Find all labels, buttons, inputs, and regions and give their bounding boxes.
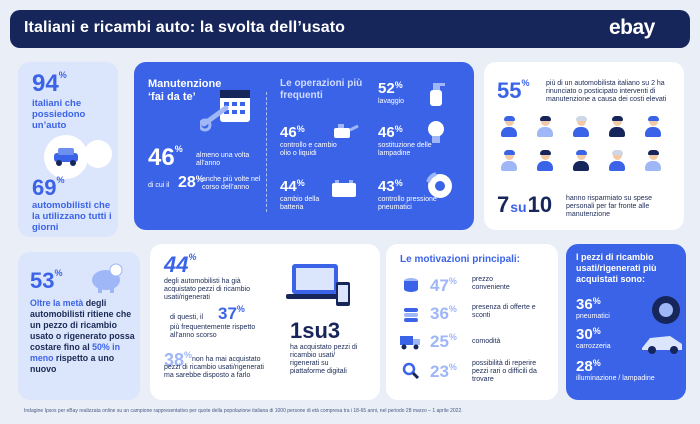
never-stat: 38% bbox=[164, 350, 193, 370]
reasons-title: Le motivazioni principali: bbox=[400, 254, 521, 265]
person-icon bbox=[536, 116, 554, 138]
part-lighting: 28% illuminazione / lampadine bbox=[576, 358, 655, 382]
footnote: Indagine Ipsos per eBay realizzata onlin… bbox=[24, 408, 463, 414]
person-icon bbox=[644, 150, 662, 172]
bulb-icon bbox=[426, 120, 446, 151]
op-bulbs: 46% sostituzione delle lampadine bbox=[378, 124, 432, 157]
reason-convenience: 25% bbox=[430, 332, 457, 351]
person-icon bbox=[572, 116, 590, 138]
savings-ratio: 7su10 bbox=[497, 192, 553, 217]
ownership-label: italiani che possiedono un’auto bbox=[32, 98, 86, 131]
price-stat: 53% bbox=[30, 268, 63, 293]
frequent-prefix: di questi, il bbox=[170, 314, 204, 321]
spray-bottle-icon bbox=[424, 80, 448, 113]
reason-price-label: prezzo conveniente bbox=[472, 276, 510, 291]
person-icon bbox=[500, 150, 518, 172]
frequent-stat: 37% bbox=[218, 304, 245, 323]
reason-price: 47% bbox=[430, 276, 457, 295]
wrench-calendar-icon bbox=[198, 84, 258, 145]
oil-can-icon bbox=[330, 120, 360, 147]
person-icon bbox=[536, 150, 554, 172]
battery-icon bbox=[330, 178, 358, 203]
diy-stat-label: almeno una volta all’anno bbox=[196, 152, 250, 167]
person-icon bbox=[500, 116, 518, 138]
header-bar bbox=[10, 10, 690, 48]
truck-icon bbox=[400, 334, 422, 355]
magnifier-icon bbox=[402, 362, 420, 385]
reason-offers: 36% bbox=[430, 304, 457, 323]
platform-ratio: 1su3 bbox=[290, 318, 341, 343]
never-label: non ha mai acquistato pezzi di ricambio … bbox=[164, 356, 264, 379]
part-bodywork: 30% carrozzeria bbox=[576, 326, 611, 350]
person-icon bbox=[572, 150, 590, 172]
car-icon bbox=[44, 135, 88, 179]
car-body-icon bbox=[640, 330, 684, 361]
cost-impact-card bbox=[484, 62, 684, 230]
price-text: Oltre la metà degli automobilisti ritien… bbox=[30, 298, 135, 374]
person-icon bbox=[608, 150, 626, 172]
op-oil: 46% controllo e cambio olio o liquidi bbox=[280, 124, 337, 157]
op-washing: 52% lavaggio bbox=[378, 80, 405, 105]
bought-label: degli automobilisti ha già acquistato pe… bbox=[164, 278, 250, 301]
ebay-logo: ebay bbox=[609, 16, 655, 39]
person-icon bbox=[608, 116, 626, 138]
diy-stat: 46% bbox=[148, 144, 183, 171]
price-perception-card bbox=[18, 252, 140, 400]
person-icon bbox=[644, 116, 662, 138]
postponed-stat: 55% bbox=[497, 78, 530, 103]
purchases-card bbox=[150, 244, 380, 400]
page-title: Italiani e ricambi auto: la svolta dell’… bbox=[24, 19, 346, 36]
ownership-stat: 94% bbox=[32, 70, 67, 97]
postponed-label: più di un automobilista italiano su 2 ha… bbox=[546, 80, 667, 103]
savings-label: hanno risparmiato su spese personali per… bbox=[566, 195, 652, 218]
diy-sub-stat: 28% bbox=[178, 174, 204, 191]
coins-icon bbox=[402, 276, 420, 299]
frequent-label: più frequentemente rispetto all’anno sco… bbox=[170, 324, 256, 339]
diy-maintenance-card bbox=[134, 62, 474, 230]
ops-title: Le operazioni più frequenti bbox=[280, 78, 363, 101]
reason-convenience-label: comodità bbox=[472, 338, 501, 345]
tyre-icon bbox=[650, 294, 682, 331]
reason-offers-label: presenza di offerte e sconti bbox=[472, 304, 536, 319]
piggy-bank-icon bbox=[88, 260, 126, 299]
parts-title: I pezzi di ricambio usati/rigenerati più… bbox=[576, 252, 657, 284]
diy-sub-prefix: di cui il bbox=[148, 182, 170, 189]
part-tyres: 36% pneumatici bbox=[576, 296, 610, 320]
op-battery: 44% cambio della batteria bbox=[280, 178, 320, 211]
laptop-phone-icon bbox=[286, 258, 356, 319]
daily-use-stat: 69% bbox=[32, 175, 65, 200]
bought-stat: 44% bbox=[164, 252, 197, 277]
diy-sub-label: anche più volte nel corso dell’anno bbox=[202, 176, 261, 191]
reason-rare: 23% bbox=[430, 362, 457, 381]
op-tyres: 43% controllo pressione pneumatici bbox=[378, 178, 437, 211]
platform-label: ha acquistato pezzi di ricambio usati/ r… bbox=[290, 344, 358, 375]
brake-disc-icon bbox=[426, 172, 454, 205]
daily-use-label: automobilisti che la utilizzano tutti i … bbox=[32, 200, 112, 233]
diy-divider bbox=[266, 92, 267, 212]
road-icon bbox=[84, 140, 112, 168]
diy-title: Manutenzione ‘fai da te’ bbox=[148, 78, 222, 103]
stack-icon bbox=[402, 306, 420, 329]
reason-rare-label: possibilità di reperire pezzi rari o dif… bbox=[472, 360, 537, 383]
